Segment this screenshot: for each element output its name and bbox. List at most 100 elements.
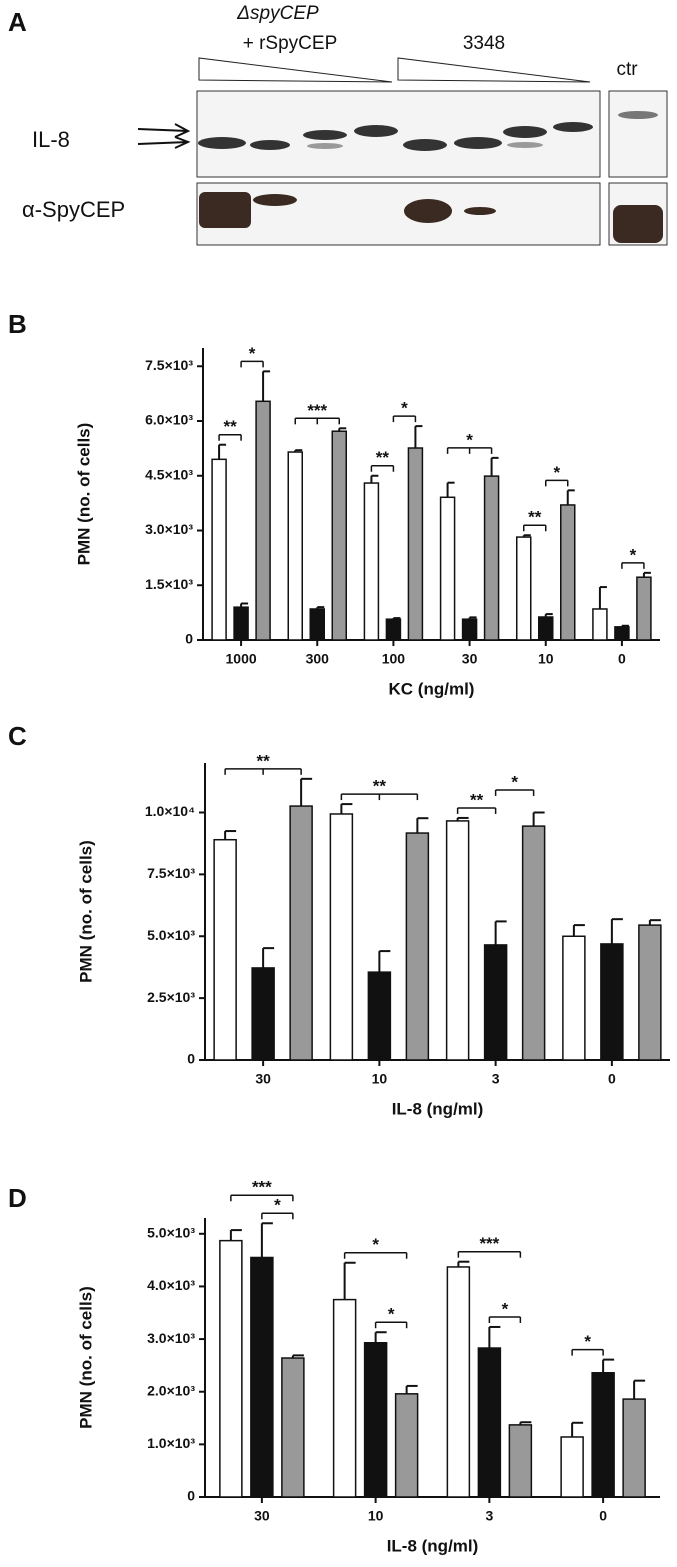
significance: ** — [257, 751, 271, 770]
y-tick-label: 4.5×10³ — [145, 466, 193, 482]
y-tick-label: 6.0×10³ — [145, 412, 193, 428]
bar — [255, 400, 271, 641]
significance: * — [466, 430, 473, 449]
panel-letter: A — [8, 7, 27, 37]
significance: ** — [470, 790, 484, 809]
panel-letter: C — [8, 721, 27, 751]
x-tick-label: 30 — [254, 1508, 270, 1524]
bar — [211, 458, 227, 641]
significance: ** — [223, 417, 237, 436]
bar — [331, 430, 347, 641]
blot-image — [608, 90, 668, 178]
significance: * — [372, 1235, 379, 1254]
bar — [251, 967, 275, 1061]
y-tick-label: 3.0×10³ — [145, 521, 193, 537]
blot-image — [196, 182, 601, 246]
x-tick-label: 30 — [462, 651, 478, 667]
x-axis-label: IL-8 (ng/ml) — [387, 1536, 479, 1555]
x-tick-label: 1000 — [226, 651, 257, 667]
bar — [332, 1298, 357, 1498]
y-axis-label: PMN (no. of cells) — [74, 423, 93, 566]
significance: ** — [376, 448, 390, 467]
bar — [592, 608, 608, 641]
y-tick-label: 7.5×10³ — [147, 865, 195, 881]
bar — [405, 832, 430, 1061]
significance: * — [502, 1299, 509, 1318]
group-label: + rSpyCEP — [243, 33, 338, 54]
y-tick-label: 3.0×10³ — [147, 1330, 195, 1346]
bar — [219, 1239, 243, 1498]
y-tick-label: 4.0×10³ — [147, 1277, 195, 1293]
bar — [591, 1372, 615, 1498]
bar — [287, 451, 303, 641]
bar — [445, 820, 470, 1061]
bar — [538, 616, 554, 641]
bar — [363, 482, 380, 641]
bar — [309, 608, 325, 641]
bar — [483, 475, 500, 641]
bar — [521, 825, 546, 1061]
bar — [439, 496, 456, 641]
group-label: ΔspyCEP — [236, 3, 319, 24]
bar — [329, 813, 354, 1061]
significance: ** — [528, 508, 542, 527]
significance: * — [584, 1332, 591, 1351]
bar — [233, 606, 249, 641]
y-tick-label: 2.0×10³ — [147, 1382, 195, 1398]
x-tick-label: 3 — [485, 1508, 493, 1524]
bar — [508, 1424, 533, 1498]
bar — [281, 1357, 305, 1498]
x-tick-label: 10 — [368, 1508, 384, 1524]
gradient-triangle — [397, 57, 591, 83]
x-tick-label: 3 — [492, 1071, 500, 1087]
significance: * — [401, 399, 408, 418]
bar — [483, 944, 508, 1061]
x-tick-label: 300 — [306, 651, 330, 667]
panel-letter: D — [8, 1183, 27, 1213]
bar — [250, 1256, 274, 1498]
y-axis-label: PMN (no. of cells) — [76, 1286, 95, 1429]
x-tick-label: 10 — [372, 1071, 388, 1087]
significance: * — [388, 1305, 395, 1324]
x-tick-label: 100 — [382, 651, 406, 667]
x-axis-label: IL-8 (ng/ml) — [392, 1099, 484, 1118]
significance: * — [249, 344, 256, 363]
bar — [461, 618, 478, 641]
x-tick-label: 30 — [255, 1071, 271, 1087]
bar — [560, 1436, 584, 1498]
significance: *** — [479, 1234, 499, 1253]
x-axis-label: KC (ng/ml) — [389, 679, 475, 698]
row-label: α-SpyCEP — [22, 197, 125, 222]
significance: ** — [373, 777, 387, 796]
bar — [213, 838, 237, 1061]
y-tick-label: 2.5×10³ — [147, 989, 195, 1005]
y-tick-label: 5.0×10³ — [147, 1224, 195, 1240]
bar — [614, 626, 630, 641]
blot-panel: A ΔspyCEP + rSpyCEP 3348 ctr IL-8 α-SpyC… — [8, 3, 668, 246]
bar — [622, 1398, 646, 1498]
y-tick-label: 1.0×10³ — [147, 1435, 195, 1451]
y-axis-label: PMN (no. of cells) — [76, 840, 95, 983]
x-tick-label: 0 — [599, 1508, 607, 1524]
bar — [446, 1266, 471, 1498]
bar — [562, 935, 586, 1061]
bar — [367, 971, 392, 1061]
bar — [289, 805, 313, 1061]
bar — [394, 1393, 419, 1498]
bar — [516, 536, 532, 641]
bar — [638, 924, 662, 1061]
row-label: IL-8 — [32, 127, 70, 152]
y-tick-label: 0 — [185, 631, 193, 647]
significance: * — [630, 545, 637, 564]
bar — [477, 1347, 502, 1498]
significance: *** — [252, 1178, 272, 1197]
arrows — [137, 123, 191, 149]
y-tick-label: 1.5×10³ — [145, 576, 193, 592]
x-tick-label: 10 — [538, 651, 554, 667]
y-tick-label: 0 — [187, 1051, 195, 1067]
control-label: ctr — [616, 59, 638, 80]
panel-letter: B — [8, 309, 27, 339]
y-tick-label: 5.0×10³ — [147, 927, 195, 943]
significance: * — [274, 1196, 281, 1215]
